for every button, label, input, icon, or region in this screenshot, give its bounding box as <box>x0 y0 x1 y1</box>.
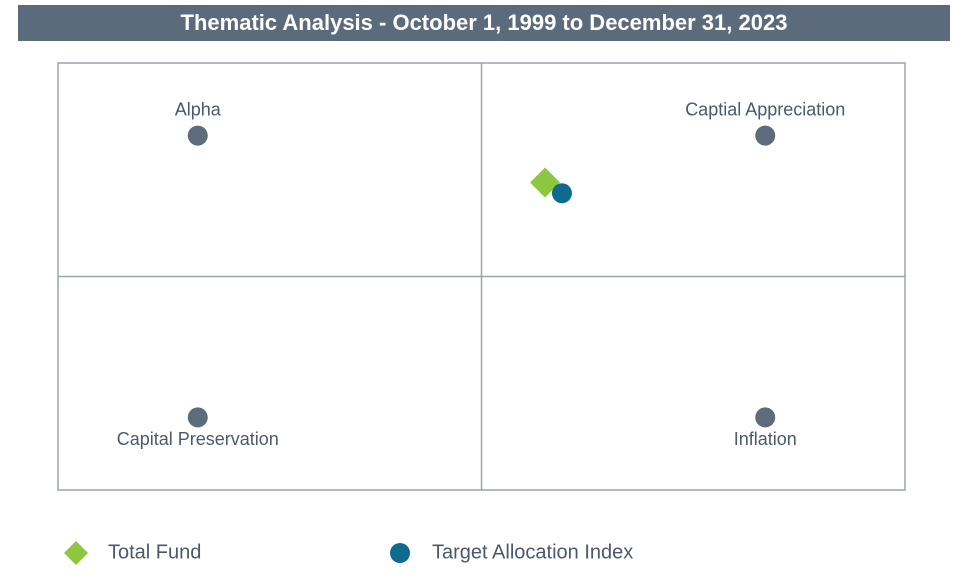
legend-marker <box>390 543 410 563</box>
anchor-label: Inflation <box>734 429 797 449</box>
legend-label: Total Fund <box>108 541 201 563</box>
anchor-label: Captial Appreciation <box>685 99 845 119</box>
anchor-point <box>755 125 776 146</box>
title-bar <box>18 5 950 41</box>
legend-marker <box>64 541 88 565</box>
anchor-label: Capital Preservation <box>117 429 279 449</box>
point <box>551 183 572 204</box>
anchor-point <box>755 407 776 428</box>
anchor-label: Alpha <box>175 99 222 119</box>
anchor-point <box>187 407 208 428</box>
legend-label: Target Allocation Index <box>432 541 633 563</box>
chart-title: Thematic Analysis - October 1, 1999 to D… <box>181 10 788 35</box>
anchor-point <box>187 125 208 146</box>
